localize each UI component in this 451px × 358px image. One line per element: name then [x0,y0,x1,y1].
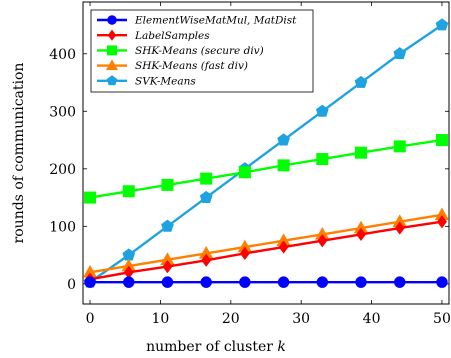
data-point [356,227,366,242]
legend-label: SHK-Means (fast div) [135,60,248,72]
data-point [393,140,406,153]
plot-area [82,1,450,305]
y-tick-label: 200 [49,162,76,178]
data-point [239,276,251,288]
data-point [394,221,405,235]
x-axis-label-variable: k [277,339,285,355]
series-1 [85,215,447,286]
data-point [316,153,329,166]
data-point [277,159,290,172]
data-point [315,104,329,117]
data-point [435,18,449,31]
data-point [161,276,174,288]
series-line [89,220,443,281]
legend-item: SHK-Means (fast div) [97,59,248,72]
data-point [122,185,135,198]
y-axis-label: rounds of communication [11,63,27,244]
data-point [435,134,448,147]
legend-label: ElementWiseMatMul, MatDist [134,15,297,27]
series-line [89,213,443,274]
legend-marker [107,29,117,41]
y-tick-label: 100 [49,219,76,235]
x-tick-label: 0 [86,311,95,327]
data-point [162,260,173,274]
x-tick-label: 40 [363,311,381,327]
data-point [200,172,213,185]
data-point [317,234,328,248]
y-tick-label: 0 [67,277,76,293]
legend-marker [105,59,119,70]
legend-marker [107,15,117,25]
legend-item: LabelSamples [97,29,210,42]
x-tick-label: 50 [433,311,451,327]
data-point [394,276,406,288]
x-axis-label: number of cluster k [146,339,286,355]
axis-ticks: 0 10 20 30 40 50 0 100 200 300 400 [49,2,451,327]
legend-label: LabelSamples [134,30,210,42]
data-point [238,166,251,179]
data-point [277,276,290,288]
x-tick-label: 20 [222,311,240,327]
x-tick-label: 30 [292,311,310,327]
legend-marker [107,45,117,56]
legend-label: SHK-Means (secure div) [135,45,264,57]
data-point [200,276,212,288]
y-tick-label: 400 [49,47,76,63]
x-tick-label: 10 [152,311,170,327]
series-layer [82,18,450,288]
data-point [278,240,289,254]
data-point [355,276,367,288]
x-axis-label-text: number of cluster [146,339,273,355]
legend-marker [106,75,118,86]
data-point [201,253,212,267]
data-point [84,191,97,204]
y-tick-label: 300 [49,104,76,120]
series-line [89,138,443,199]
data-point [277,133,290,146]
plot-frame [82,1,450,305]
data-point [161,219,174,232]
series-0 [84,276,448,288]
data-point [316,276,329,288]
data-point [123,276,135,288]
series-3 [82,207,450,278]
legend-label: SVK-Means [135,75,196,87]
data-point [84,276,96,288]
data-point [393,47,407,60]
legend-item: ElementWiseMatMul, MatDist [97,15,297,27]
legend-item: SHK-Means (secure div) [97,45,264,57]
data-point [199,190,213,203]
legend-box [90,9,314,93]
data-point [354,75,368,88]
legend-item: SVK-Means [97,75,196,87]
data-point [436,276,448,288]
data-point [239,246,250,260]
data-point [161,178,174,191]
series-line [89,24,443,284]
data-point [355,146,368,159]
series-2 [84,134,448,204]
data-point [437,215,447,229]
legend: ElementWiseMatMul, MatDist LabelSamples SH… [90,9,314,93]
